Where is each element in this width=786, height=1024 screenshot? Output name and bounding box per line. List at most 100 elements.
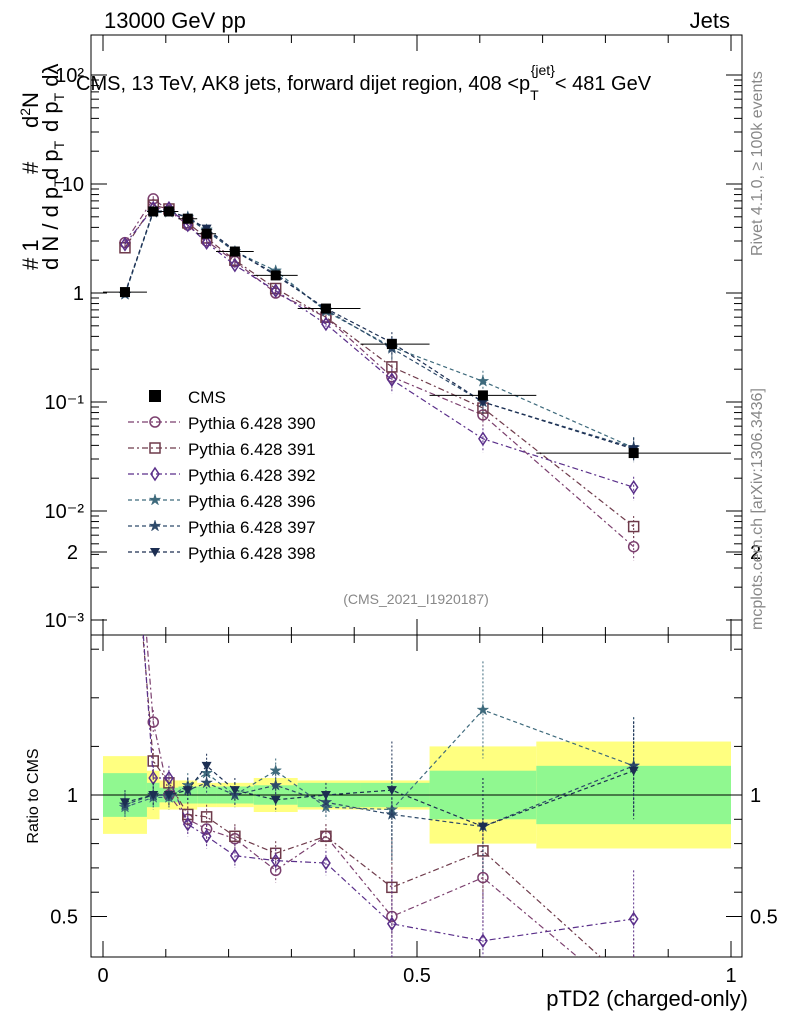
legend-item-cms: CMS	[149, 388, 226, 407]
ratio-series-point	[628, 766, 639, 776]
ratio-series-point	[201, 761, 212, 771]
plot-title-sup: {jet}	[531, 62, 555, 78]
legend-label: Pythia 6.428 398	[188, 544, 316, 563]
cms-point	[320, 303, 331, 314]
ratio-series-point	[121, 364, 129, 376]
series-point	[476, 374, 490, 387]
ratio-series-point	[120, 353, 130, 363]
ratio-series-point	[182, 816, 193, 832]
main-ytick-label: 1	[73, 283, 84, 305]
legend-marker	[149, 390, 161, 402]
cms-point	[163, 206, 174, 217]
cms-point	[119, 287, 130, 298]
xtick-label: 0.5	[403, 965, 431, 987]
ratio-series-point	[147, 716, 159, 728]
ratio-uncertainty-bands	[91, 741, 742, 849]
series-pythia-6.428-392	[120, 200, 639, 501]
ratio-series-point	[386, 916, 397, 932]
ratio-series-point	[320, 830, 332, 843]
main-ytick-label: 10⁻³	[45, 610, 85, 632]
ratio-series-point	[148, 791, 159, 800]
header-right: Jets	[690, 8, 730, 33]
ratio-series-point	[386, 786, 397, 796]
legend-marker	[149, 416, 161, 428]
ratio-series-point	[229, 830, 241, 843]
legend-label: Pythia 6.428 396	[188, 492, 316, 511]
ratio-series-line	[142, 635, 634, 942]
ratio-series-point	[476, 703, 490, 716]
ratio-series-point	[200, 776, 214, 789]
ratio-ytick-label-right: 1	[750, 785, 761, 807]
ratio-series-line	[124, 765, 634, 828]
main-ytick-label: 10⁻²	[45, 501, 85, 523]
ratio-series-point	[269, 778, 283, 791]
ylabel-frac-bottom: d N / d pT	[38, 178, 67, 270]
main-y-axis-label: # 1 d N / d pT # d pT d2N d pT dλ	[17, 63, 67, 270]
legend-marker	[150, 466, 160, 482]
ratio-series-pythia-6.428-392	[121, 364, 639, 957]
ylabel-frac-mid-bottom: d pT	[38, 140, 67, 180]
cms-point	[201, 228, 212, 239]
legend-item: Pythia 6.428 392	[128, 466, 316, 485]
plot-title-main: CMS, 13 TeV, AK8 jets, forward dijet reg…	[76, 73, 530, 95]
series-point	[270, 283, 281, 299]
ratio-ytick-label-right: 2	[750, 542, 761, 564]
ratio-series-point	[320, 791, 331, 800]
ratio-ytick-label: 0.5	[50, 907, 78, 929]
legend-label: Pythia 6.428 390	[188, 414, 316, 433]
legend: CMS Pythia 6.428 390 Pythia 6.428 391 Pythi…	[128, 388, 316, 563]
series-line	[124, 211, 634, 449]
series-point	[229, 257, 240, 273]
series-point	[478, 431, 488, 447]
series-line	[124, 210, 634, 449]
series-cms-data	[103, 206, 731, 459]
ratio-y-axis-label: Ratio to CMS	[25, 748, 42, 843]
legend-item: Pythia 6.428 396	[128, 492, 316, 511]
header-left: 13000 GeV pp	[104, 8, 246, 33]
ratio-series-point	[628, 911, 639, 927]
xtick-label: 1	[725, 965, 736, 987]
ylabel-frac-top: # 1	[18, 239, 43, 270]
ratio-series-line	[142, 635, 602, 957]
side-label-rivet: Rivet 4.1.0, ≥ 100k events	[749, 71, 766, 256]
ratio-series-point	[201, 828, 212, 844]
plot-title: CMS, 13 TeV, AK8 jets, forward dijet reg…	[76, 62, 652, 103]
ylabel-frac-right-bottom: d pT dλ	[38, 63, 67, 132]
legend-marker	[150, 548, 160, 557]
legend-item: Pythia 6.428 391	[128, 440, 316, 459]
ratio-series-point	[229, 848, 240, 864]
cms-point	[270, 270, 281, 281]
main-ytick-label: 10⁻¹	[45, 392, 85, 414]
ratio-series-point	[200, 811, 213, 823]
series-point	[628, 479, 639, 495]
legend-marker	[148, 493, 162, 506]
main-ytick-label: 10	[62, 174, 84, 196]
legend-label: Pythia 6.428 391	[188, 440, 316, 459]
ratio-series-pythia-6.428-398	[119, 722, 639, 876]
legend-label: CMS	[188, 388, 226, 407]
main-ytick-label: 10²	[55, 65, 84, 87]
xtick-label: 0	[97, 965, 108, 987]
cms-point	[229, 246, 240, 257]
series-pythia-6.428-391	[119, 199, 640, 541]
ratio-series-point	[321, 855, 331, 871]
ratio-ytick-label: 1	[67, 785, 78, 807]
series-point	[627, 520, 640, 533]
legend-marker	[149, 442, 161, 454]
ratio-series-point	[270, 853, 281, 868]
legend-label: Pythia 6.428 392	[188, 466, 316, 485]
legend-marker	[148, 519, 162, 532]
series-point	[386, 361, 398, 373]
ratio-series-point	[270, 795, 281, 805]
main-axes: 10⁻³ 10⁻² 10⁻¹ 1 10 10²	[45, 35, 742, 957]
legend-label: Pythia 6.428 397	[188, 518, 316, 537]
ratio-series-point	[229, 786, 240, 796]
legend-item: Pythia 6.428 397	[128, 518, 316, 537]
cms-point	[182, 213, 193, 224]
ratio-series-point	[477, 822, 488, 832]
plot-title-sub: T	[530, 87, 539, 103]
ratio-axes: 0 0.5 1 0.5 0.5 1 1 2 2	[50, 542, 778, 987]
ratio-series-point	[269, 763, 283, 777]
legend-item: Pythia 6.428 390	[128, 414, 316, 433]
